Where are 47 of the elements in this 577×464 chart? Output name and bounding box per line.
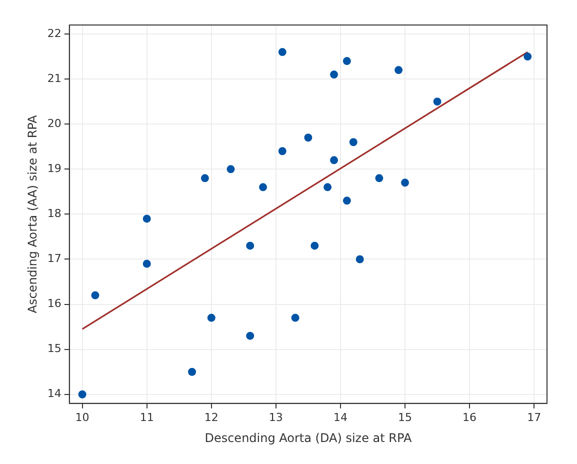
- point: [278, 147, 286, 156]
- x-axis-title: Descending Aorta (DA) size at RPA: [204, 430, 412, 445]
- y-tick-label: 16: [47, 297, 62, 310]
- point: [91, 291, 100, 300]
- y-tick-label: 20: [47, 116, 62, 130]
- y-axis-title: Ascending Aorta (AA) size at RPA: [25, 114, 40, 314]
- point: [375, 174, 384, 182]
- point: [330, 156, 338, 164]
- y-tick-label: 14: [47, 387, 62, 400]
- point: [142, 214, 151, 223]
- point: [401, 178, 410, 187]
- x-tick-label: 17: [527, 410, 542, 424]
- x-tick-label: 16: [462, 410, 477, 424]
- point: [278, 48, 286, 56]
- point: [207, 314, 216, 322]
- point: [246, 332, 254, 340]
- point: [310, 242, 319, 250]
- point: [200, 174, 209, 182]
- x-tick-label: 15: [398, 410, 412, 424]
- y-tick-label: 22: [47, 26, 62, 40]
- point: [324, 183, 332, 192]
- y-tick-label: 19: [47, 162, 62, 176]
- x-tick-label: 13: [268, 410, 283, 424]
- point: [330, 70, 338, 79]
- point: [304, 134, 312, 142]
- x-tick-label: 14: [333, 410, 348, 424]
- point: [342, 196, 351, 205]
- point: [291, 314, 300, 322]
- point: [433, 98, 442, 106]
- point: [246, 242, 254, 250]
- y-tick-label: 18: [47, 207, 62, 220]
- y-tick-label: 15: [47, 342, 62, 356]
- point: [524, 52, 532, 61]
- x-tick-label: 10: [75, 410, 90, 424]
- x-tick-label: 11: [140, 410, 154, 424]
- point: [188, 368, 196, 376]
- point: [342, 57, 351, 66]
- point: [356, 255, 364, 264]
- point: [349, 138, 358, 146]
- point: [259, 183, 268, 192]
- y-tick-label: 17: [47, 252, 62, 266]
- y-tick-label: 21: [47, 72, 62, 85]
- point: [394, 66, 403, 74]
- point: [226, 165, 235, 174]
- point: [142, 260, 151, 268]
- point: [78, 390, 86, 398]
- x-tick-label: 12: [204, 410, 218, 424]
